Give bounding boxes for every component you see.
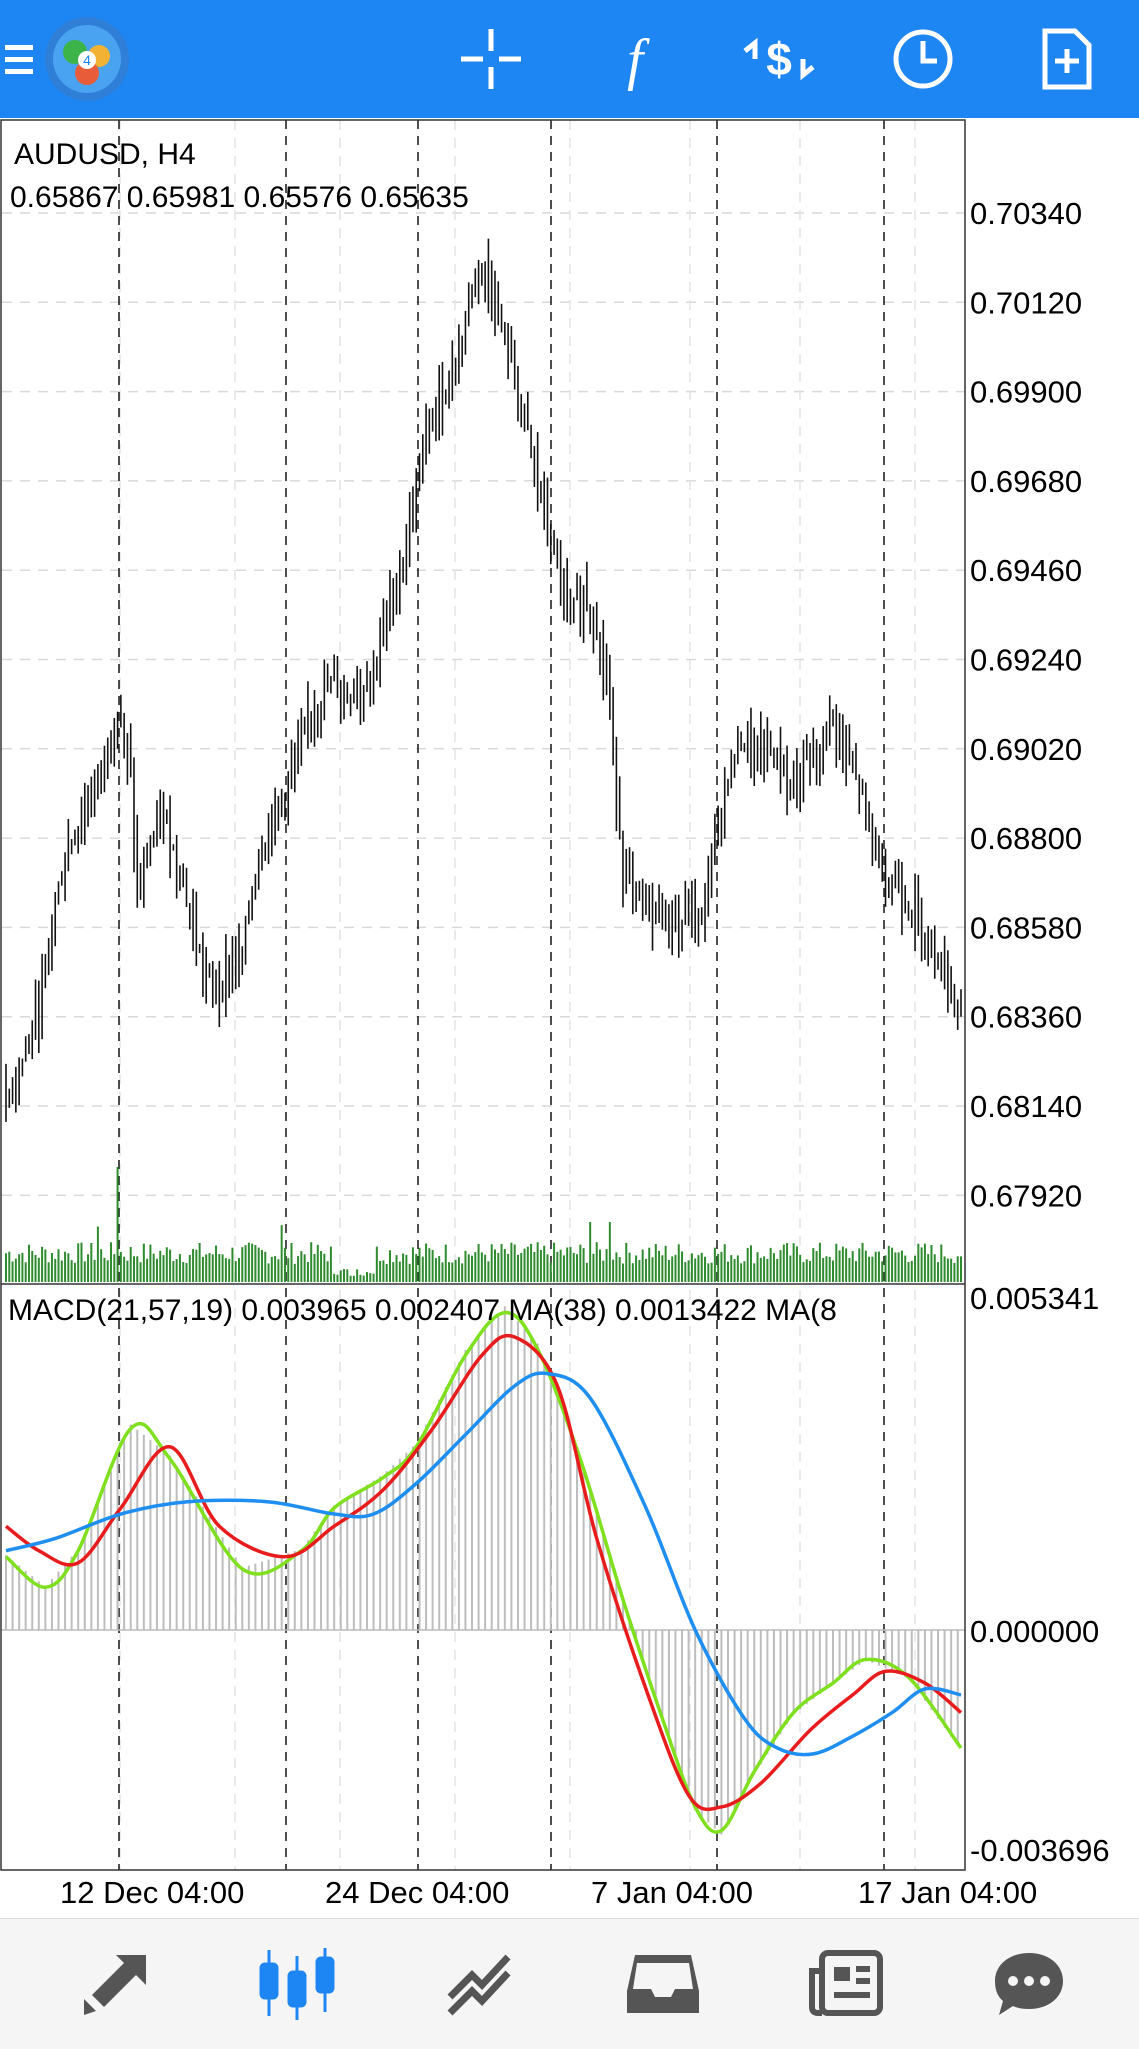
svg-text:4: 4 [83, 52, 91, 68]
y-tick-label: 0.70340 [970, 196, 1082, 231]
y-tick-label: 0.68360 [970, 1000, 1082, 1035]
trade-icon[interactable] [432, 1939, 528, 2029]
y-tick-label: 0.69900 [970, 375, 1082, 410]
svg-text:f: f [627, 27, 650, 91]
new-order-icon[interactable] [1022, 14, 1112, 104]
timeframe-clock-icon[interactable] [878, 14, 968, 104]
y-tick-label: 0.69460 [970, 553, 1082, 588]
macd-series-line [4, 1310, 963, 1834]
plot-frame [0, 119, 966, 1871]
x-tick-label: 17 Jan 04:00 [858, 1875, 1037, 1910]
macd-y-tick-label: 0.000000 [970, 1614, 1099, 1649]
macd-series-line [5, 1371, 962, 1757]
y-tick-label: 0.69240 [970, 643, 1082, 678]
x-tick-label: 7 Jan 04:00 [591, 1875, 753, 1910]
symbol-label: AUDUSD, H4 [14, 138, 196, 171]
y-tick-label: 0.68140 [970, 1089, 1082, 1124]
macd-series-line [4, 1333, 963, 1812]
ohlc-values: 0.65867 0.65981 0.65576 0.65635 [10, 181, 469, 214]
y-tick-label: 0.67920 [970, 1178, 1082, 1213]
menu-icon[interactable] [0, 14, 40, 104]
indicators-icon[interactable]: f [590, 14, 680, 104]
y-tick-label: 0.69020 [970, 732, 1082, 767]
news-icon[interactable] [798, 1939, 894, 2029]
top-toolbar: 4 f $ [0, 0, 1139, 118]
macd-y-tick-label: 0.005341 [970, 1281, 1099, 1316]
trade-icon[interactable]: $ [734, 14, 824, 104]
macd-y-tick-label: -0.003696 [970, 1833, 1110, 1868]
quotes-icon[interactable] [66, 1939, 162, 2029]
crosshair-icon[interactable] [446, 14, 536, 104]
history-icon[interactable] [615, 1939, 711, 2029]
x-tick-label: 24 Dec 04:00 [325, 1875, 509, 1910]
y-tick-label: 0.69680 [970, 464, 1082, 499]
svg-text:$: $ [766, 33, 792, 85]
chart-icon[interactable] [249, 1939, 345, 2029]
y-tick-label: 0.70120 [970, 285, 1082, 320]
metatrader-logo-icon[interactable]: 4 [42, 14, 132, 104]
y-tick-label: 0.68580 [970, 910, 1082, 945]
bottom-nav [0, 1918, 1139, 2049]
x-tick-label: 12 Dec 04:00 [60, 1875, 244, 1910]
y-tick-label: 0.68800 [970, 821, 1082, 856]
chat-icon[interactable] [981, 1939, 1077, 2029]
macd-label: MACD(21,57,19) 0.003965 0.002407 MA(38) … [8, 1294, 837, 1327]
price-chart[interactable]: 0.70340 0.70120 0.69900 0.69680 0.69460 0.692… [0, 118, 1139, 1918]
chart-area[interactable]: 0.70340 0.70120 0.69900 0.69680 0.69460 0.692… [0, 118, 1139, 1918]
